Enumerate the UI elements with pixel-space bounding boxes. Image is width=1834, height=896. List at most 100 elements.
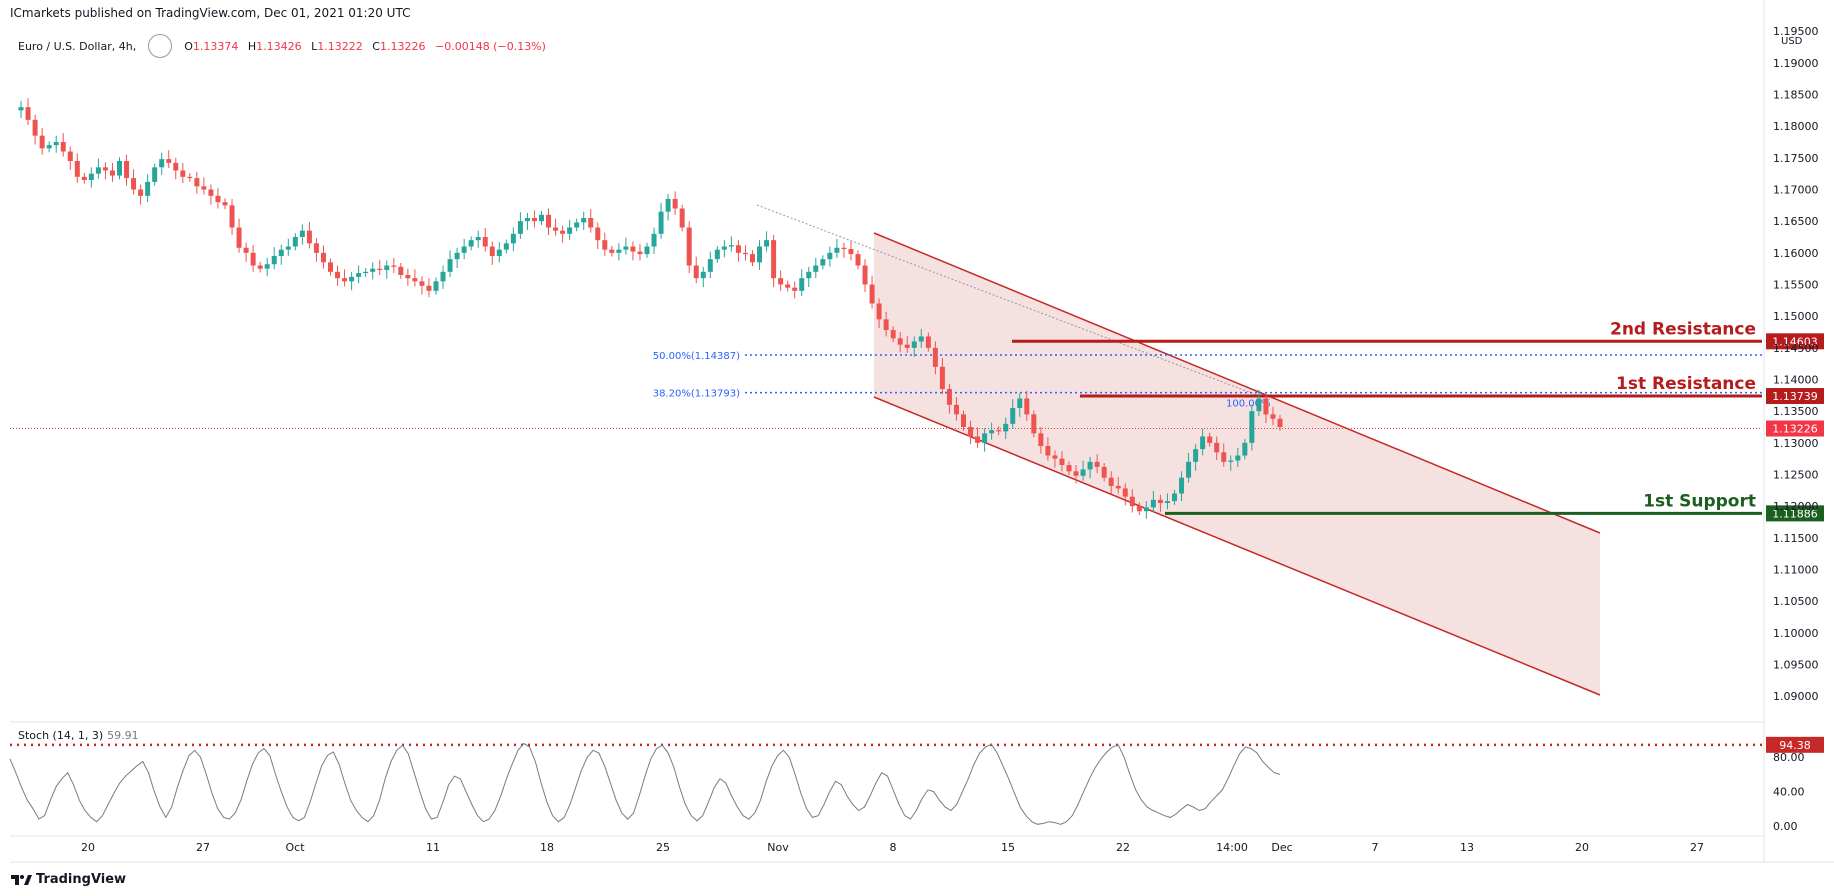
time-tick-label: 20 bbox=[1575, 841, 1589, 854]
candle-body bbox=[968, 427, 974, 437]
candle-body bbox=[602, 240, 608, 250]
price-tick-label: 1.09000 bbox=[1773, 690, 1819, 703]
candle-body bbox=[939, 366, 945, 389]
time-tick-label: 27 bbox=[1690, 841, 1704, 854]
candle-body bbox=[841, 247, 847, 250]
publisher-caption: ICmarkets published on TradingView.com, … bbox=[10, 6, 411, 20]
candle-body bbox=[145, 181, 151, 196]
support-1-label: 1st Support bbox=[1643, 491, 1756, 511]
candle-body bbox=[180, 170, 186, 177]
channel-fill bbox=[874, 233, 1600, 695]
price-tick-label: 1.19000 bbox=[1773, 57, 1819, 70]
resistance-2-price-badge: 1.14603 bbox=[1772, 335, 1818, 348]
candle-body bbox=[588, 218, 594, 228]
time-tick-label: 20 bbox=[81, 841, 95, 854]
stoch-line[interactable] bbox=[9, 742, 1281, 825]
fib-trend-line[interactable] bbox=[756, 204, 1271, 401]
candle-body bbox=[1164, 501, 1170, 503]
candle-body bbox=[799, 278, 805, 291]
candle-body bbox=[384, 265, 390, 270]
candle-body bbox=[1136, 506, 1142, 512]
levels-layer: 50.00%(1.14387) 38.20%(1.13793) 100.00% 2nd… bbox=[10, 319, 1824, 522]
candle-body bbox=[862, 265, 868, 285]
resistance-2-price-badge-bg bbox=[1766, 333, 1824, 350]
candle-body bbox=[173, 162, 179, 171]
candle-body bbox=[152, 167, 158, 182]
last-price-badge-bg bbox=[1766, 420, 1824, 437]
stoch-title[interactable]: Stoch (14, 1, 3) bbox=[18, 729, 104, 742]
resistance-2-label: 2nd Resistance bbox=[1610, 319, 1756, 339]
candle-body bbox=[475, 237, 481, 241]
stoch-tick-label: 80.00 bbox=[1773, 751, 1805, 764]
candle-body bbox=[693, 265, 699, 279]
candle-body bbox=[1010, 408, 1016, 424]
candle-body bbox=[1024, 398, 1030, 415]
candle-body bbox=[1214, 442, 1220, 453]
currency-label: USD bbox=[1781, 36, 1803, 47]
candle-body bbox=[975, 436, 981, 443]
candle-body bbox=[131, 178, 137, 190]
time-axis[interactable]: 20 27 Oct 11 18 25 Nov 8 15 22 14:00 Dec 7 13 20 27 bbox=[81, 841, 1704, 854]
candle-body bbox=[707, 259, 713, 272]
time-tick-label: 8 bbox=[890, 841, 897, 854]
close-value: 1.13226 bbox=[379, 39, 426, 53]
support-1-price-badge: 1.11886 bbox=[1772, 507, 1818, 520]
stoch-value: 59.91 bbox=[107, 729, 139, 742]
candle-body bbox=[651, 233, 657, 247]
resistance-1-label: 1st Resistance bbox=[1616, 374, 1756, 394]
price-tick-label: 1.10500 bbox=[1773, 595, 1819, 608]
candle-body bbox=[524, 218, 530, 222]
candle-body bbox=[299, 230, 305, 237]
candle-body bbox=[757, 246, 763, 263]
channel-upper-line[interactable] bbox=[873, 232, 1601, 534]
candle-body bbox=[953, 404, 959, 415]
price-tick-label: 1.14000 bbox=[1773, 374, 1819, 387]
channel-lower-line[interactable] bbox=[873, 396, 1601, 696]
price-tick-label: 1.11000 bbox=[1773, 564, 1819, 577]
candle-body bbox=[1179, 477, 1185, 494]
candle-body bbox=[778, 278, 784, 285]
candle-body bbox=[1017, 398, 1023, 408]
time-tick-label: 18 bbox=[540, 841, 554, 854]
open-label: O bbox=[184, 39, 193, 53]
candle-body bbox=[1059, 458, 1065, 465]
candle-body bbox=[932, 347, 938, 367]
candle-body bbox=[918, 336, 924, 342]
candle-body bbox=[208, 189, 214, 196]
stoch-legend: Stoch (14, 1, 3) 59.91 bbox=[18, 729, 139, 742]
price-axis[interactable]: 1.19500 1.19000 1.18500 1.18000 1.17500 1.170… bbox=[1773, 25, 1819, 703]
candle-body bbox=[236, 227, 242, 248]
candle-body bbox=[700, 271, 706, 279]
candle-body bbox=[39, 135, 45, 149]
candle-body bbox=[911, 341, 917, 348]
candle-body bbox=[440, 271, 446, 282]
candle-body bbox=[581, 218, 587, 223]
candle-body bbox=[292, 237, 298, 247]
candle-body bbox=[194, 178, 200, 187]
symbol-title[interactable]: Euro / U.S. Dollar, 4h, bbox=[18, 39, 137, 53]
candles-layer bbox=[18, 98, 1283, 519]
candle-body bbox=[102, 167, 108, 171]
candle-body bbox=[764, 240, 770, 247]
price-tick-label: 1.19500 bbox=[1773, 25, 1819, 38]
candle-body bbox=[285, 246, 291, 250]
candle-body bbox=[60, 142, 66, 152]
candle-body bbox=[405, 275, 411, 279]
candle-body bbox=[1150, 499, 1156, 508]
candle-body bbox=[946, 389, 952, 405]
candle-body bbox=[461, 246, 467, 253]
candle-body bbox=[1094, 461, 1100, 467]
candle-body bbox=[201, 186, 207, 190]
price-tick-label: 1.18000 bbox=[1773, 120, 1819, 133]
candle-body bbox=[335, 271, 341, 279]
candle-body bbox=[1143, 507, 1149, 512]
candle-body bbox=[848, 249, 854, 255]
candle-body bbox=[138, 189, 144, 196]
candle-body bbox=[1101, 466, 1107, 478]
candle-body bbox=[1235, 455, 1241, 461]
candle-body bbox=[271, 256, 277, 265]
candle-body bbox=[989, 430, 995, 434]
candle-body bbox=[595, 227, 601, 241]
tradingview-logo[interactable]: TradingView bbox=[10, 872, 126, 887]
